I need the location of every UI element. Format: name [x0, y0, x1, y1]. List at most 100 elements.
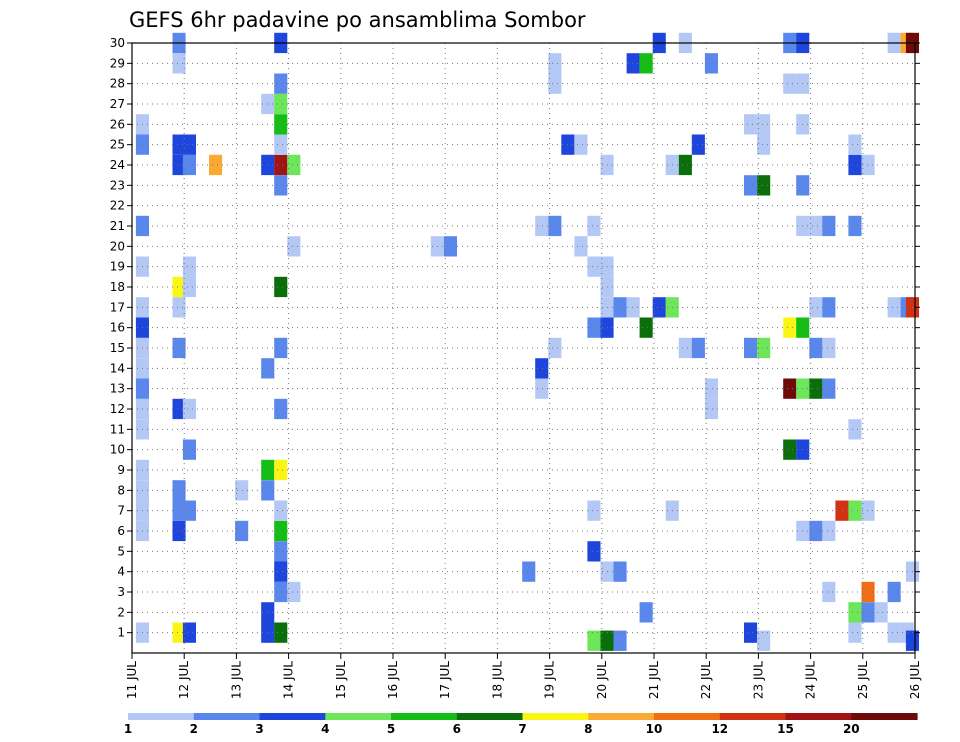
- colorbar-swatch: [588, 713, 655, 720]
- y-tick-label: 23: [110, 178, 125, 192]
- heatmap-cell: [172, 134, 186, 155]
- heatmap-cell: [678, 337, 692, 359]
- heatmap-cell: [235, 480, 249, 501]
- y-tick-label: 9: [117, 463, 125, 477]
- y-tick-label: 2: [117, 605, 125, 619]
- heatmap-cell: [652, 297, 666, 318]
- heatmap-cell: [639, 317, 653, 338]
- heatmap-cell: [182, 622, 196, 643]
- heatmap-cell: [600, 630, 614, 651]
- heatmap-cell: [274, 73, 288, 94]
- colorbar-label: 3: [255, 722, 263, 736]
- heatmap-cell: [548, 215, 562, 237]
- chart-title: GEFS 6hr padavine po ansamblima Sombor: [129, 8, 586, 32]
- colorbar-swatch: [719, 713, 787, 720]
- heatmap-cell: [744, 622, 758, 643]
- heatmap-cell: [822, 297, 836, 318]
- heatmap-cell: [822, 581, 836, 603]
- heatmap-cell: [548, 73, 562, 94]
- heatmap-cell: [172, 276, 186, 298]
- x-tick-label: 16 JUL: [386, 661, 400, 699]
- heatmap-cell: [172, 622, 186, 643]
- heatmap-cell: [172, 297, 186, 318]
- heatmap-cell: [274, 520, 288, 542]
- colorbar-swatch: [785, 713, 852, 720]
- colorbar-swatch: [522, 713, 589, 720]
- heatmap-cell: [744, 175, 758, 196]
- y-tick-label: 7: [117, 504, 125, 518]
- heatmap-cell: [626, 53, 640, 74]
- x-tick-label: 25 JUL: [856, 661, 870, 699]
- heatmap-cell: [783, 73, 797, 94]
- heatmap-cell: [182, 276, 196, 298]
- heatmap-cell: [274, 622, 288, 643]
- x-tick-label: 11 JUL: [125, 661, 139, 699]
- colorbar-label: 7: [518, 722, 526, 736]
- y-tick-label: 22: [110, 199, 125, 213]
- colorbar-label: 12: [711, 722, 728, 736]
- y-tick-label: 20: [110, 239, 125, 253]
- heatmap-cell: [809, 378, 823, 399]
- colorbar-swatch: [193, 713, 261, 720]
- colorbar-swatch: [391, 713, 458, 720]
- x-tick-label: 14 JUL: [282, 661, 296, 699]
- colorbar-label: 1: [124, 722, 132, 736]
- y-tick-label: 11: [110, 422, 125, 436]
- y-tick-label: 24: [110, 158, 125, 172]
- heatmap-cell: [587, 541, 601, 562]
- y-tick-label: 16: [110, 321, 125, 335]
- heatmap-cell: [613, 630, 627, 651]
- heatmap-cell: [172, 520, 186, 542]
- heatmap-cell: [861, 581, 875, 603]
- heatmap-cell: [287, 581, 301, 603]
- y-tick-label: 21: [110, 219, 125, 233]
- heatmap-cell: [691, 337, 705, 359]
- heatmap-cell: [274, 581, 288, 603]
- heatmap-cell: [235, 520, 249, 542]
- colorbar-swatch: [259, 713, 326, 720]
- x-tick-label: 19 JUL: [543, 661, 557, 699]
- heatmap-cell: [182, 154, 196, 176]
- colorbar-label: 6: [453, 722, 461, 736]
- colorbar-swatch: [456, 713, 524, 720]
- heatmap-cell: [809, 520, 823, 542]
- heatmap-cell: [274, 337, 288, 359]
- heatmap-cell: [744, 114, 758, 135]
- heatmap-cell: [887, 297, 901, 318]
- heatmap-cell: [182, 439, 196, 460]
- x-tick-label: 13 JUL: [229, 661, 243, 699]
- heatmap-cell: [443, 236, 457, 257]
- heatmap-cell: [274, 459, 288, 481]
- y-tick-label: 8: [117, 483, 125, 497]
- colorbar-swatch: [851, 713, 918, 720]
- heatmap-cell: [587, 317, 601, 338]
- y-tick-label: 25: [110, 138, 125, 152]
- x-tick-label: 23 JUL: [751, 661, 765, 699]
- heatmap-cell: [274, 561, 288, 582]
- heatmap-cell: [172, 500, 186, 521]
- heatmap-cell: [809, 297, 823, 318]
- colorbar: 1 2 3 4 5 6 7 8 10 12 15 20: [124, 713, 918, 736]
- heatmap-cell: [757, 134, 771, 155]
- heatmap-cell: [587, 256, 601, 277]
- heatmap-cell: [274, 276, 288, 298]
- heatmap-cell: [274, 134, 288, 155]
- x-tick-label: 17 JUL: [438, 661, 452, 699]
- heatmap-cell: [287, 236, 301, 257]
- heatmap-cell: [587, 630, 601, 651]
- colorbar-label: 20: [843, 722, 860, 736]
- heatmap-cell: [874, 602, 888, 623]
- y-tick-label: 1: [117, 626, 125, 640]
- heatmap-cell: [639, 602, 653, 623]
- heatmap-cell: [783, 378, 797, 399]
- y-tick-label: 29: [110, 56, 125, 70]
- heatmap-cell: [861, 602, 875, 623]
- x-tick-label: 12 JUL: [177, 661, 191, 699]
- x-tick-label: 22 JUL: [699, 661, 713, 699]
- y-tick-label: 27: [110, 97, 125, 111]
- heatmap-cells: [135, 32, 919, 651]
- heatmap-cell: [522, 561, 536, 582]
- heatmap-cell: [848, 622, 862, 643]
- heatmap-cell: [172, 398, 186, 420]
- heatmap-cell: [887, 581, 901, 603]
